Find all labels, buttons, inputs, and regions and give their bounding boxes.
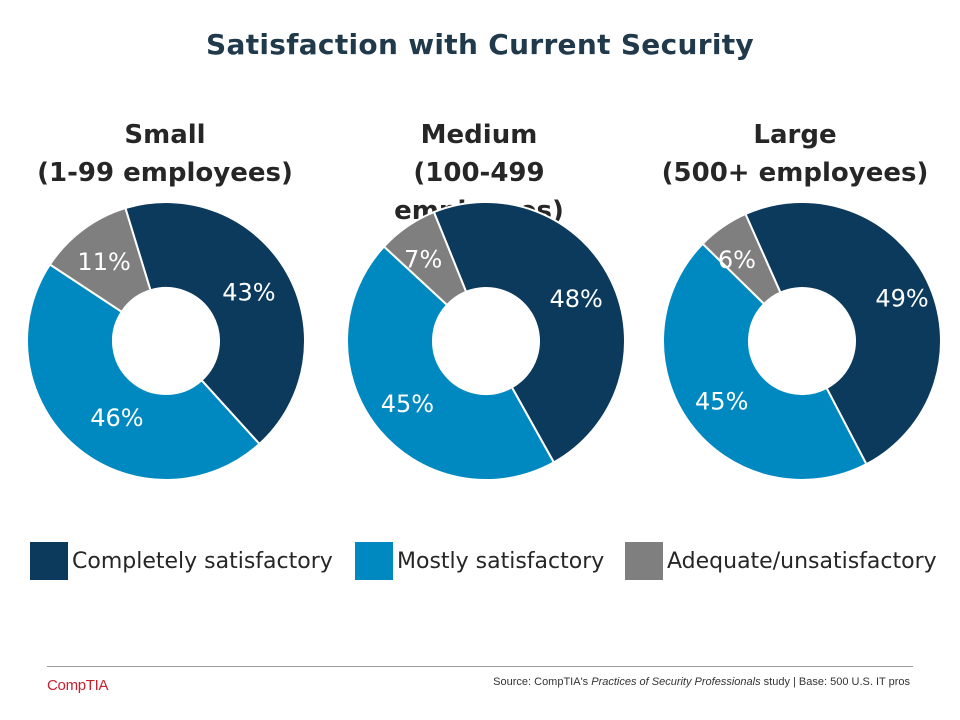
large-slice-mostly	[662, 242, 868, 481]
small-label-adequate: 11%	[77, 248, 130, 276]
legend-swatch-adequate	[625, 542, 663, 580]
source-prefix: Source: CompTIA's	[493, 676, 592, 688]
large-label-completely: 49%	[875, 284, 928, 312]
medium-label-mostly: 45%	[381, 390, 434, 418]
large-label-mostly: 45%	[695, 388, 748, 416]
legend-item-mostly: Mostly satisfactory	[355, 541, 604, 581]
medium-slice-adequate	[382, 210, 468, 307]
footer-divider	[47, 666, 913, 667]
comptia-logo: CompTIA	[47, 677, 109, 694]
medium-label-completely: 48%	[550, 285, 603, 313]
medium-label-adequate: 7%	[404, 246, 442, 274]
legend-item-completely: Completely satisfactory	[30, 541, 333, 581]
large-slice-completely	[744, 201, 942, 466]
medium-title-line1: Medium	[420, 120, 538, 150]
small-title-line1: Small	[124, 120, 206, 150]
large-slice-adequate	[701, 212, 782, 306]
legend-label-mostly: Mostly satisfactory	[397, 548, 605, 574]
large-label-adequate: 6%	[718, 246, 756, 274]
source-note: Source: CompTIA's Practices of Security …	[493, 676, 910, 688]
medium-slice-completely	[432, 201, 626, 464]
small-group-heading: Small (1-99 employees)	[15, 116, 315, 192]
small-slice-mostly	[26, 263, 261, 481]
small-title-line2: (1-99 employees)	[37, 158, 293, 188]
small-label-mostly: 46%	[90, 404, 143, 432]
small-slice-adequate	[48, 206, 152, 314]
small-label-completely: 43%	[222, 279, 275, 307]
large-title-line2: (500+ employees)	[661, 158, 929, 188]
chart-title: Satisfaction with Current Security	[206, 28, 754, 61]
legend-swatch-completely	[30, 542, 68, 580]
source-study: Practices of Security Professionals	[591, 676, 761, 688]
legend-label-adequate: Adequate/unsatisfactory	[667, 548, 937, 574]
legend-label-completely: Completely satisfactory	[72, 548, 333, 574]
legend-swatch-mostly	[355, 542, 393, 580]
small-slice-completely	[124, 201, 306, 446]
large-group-heading: Large (500+ employees)	[645, 116, 945, 192]
source-suffix: study | Base: 500 U.S. IT pros	[760, 676, 910, 688]
large-title-line1: Large	[753, 120, 837, 150]
medium-slice-mostly	[346, 245, 556, 481]
legend-item-adequate: Adequate/unsatisfactory	[625, 541, 937, 581]
